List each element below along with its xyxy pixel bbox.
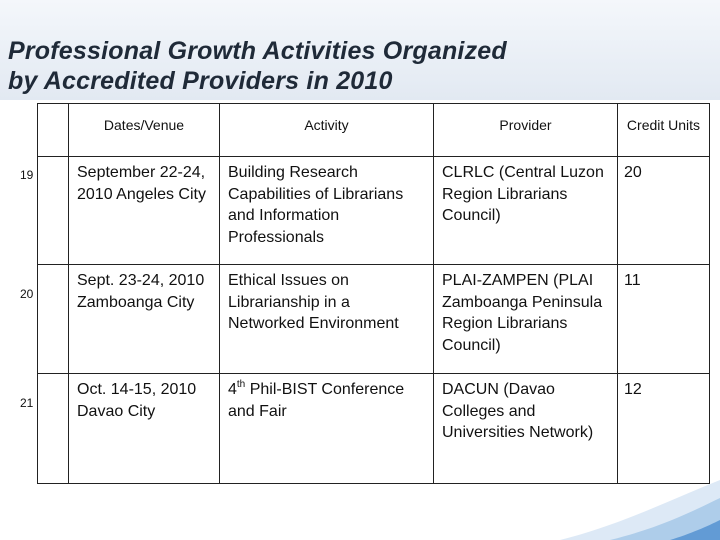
header-band (0, 0, 720, 100)
row-number-cell (37, 264, 69, 374)
row-number-cell (37, 156, 69, 265)
credit-units-cell: 20 (617, 156, 710, 265)
row-number-19: 19 (20, 168, 34, 182)
table-row: Sept. 23-24, 2010 Zamboanga City Ethical… (37, 264, 710, 374)
header-provider: Provider (433, 103, 618, 157)
activities-table: Dates/Venue Activity Provider Credit Uni… (37, 103, 710, 484)
dates-venue-cell: September 22-24, 2010 Angeles City (68, 156, 220, 265)
table-row: September 22-24, 2010 Angeles City Build… (37, 156, 710, 265)
credit-units-cell: 12 (617, 373, 710, 484)
activity-ordinal: 4 (228, 381, 237, 398)
credit-units-cell: 11 (617, 264, 710, 374)
provider-cell: PLAI-ZAMPEN (PLAI Zamboanga Peninsula Re… (433, 264, 618, 374)
table-row: Oct. 14-15, 2010 Davao City 4th Phil-BIS… (37, 373, 710, 484)
activity-ordinal-suffix: th (236, 379, 246, 390)
header-dates-venue: Dates/Venue (68, 103, 220, 157)
activity-cell: Ethical Issues on Librarianship in a Net… (219, 264, 434, 374)
header-activity: Activity (219, 103, 434, 157)
dates-venue-cell: Sept. 23-24, 2010 Zamboanga City (68, 264, 220, 374)
row-number-21: 21 (20, 396, 34, 410)
header-blank (37, 103, 69, 157)
table-header-row: Dates/Venue Activity Provider Credit Uni… (37, 103, 710, 157)
page-title-line-2: by Accredited Providers in 2010 (8, 67, 393, 95)
provider-cell: CLRLC (Central Luzon Region Librarians C… (433, 156, 618, 265)
header-credit-units: Credit Units (617, 103, 710, 157)
activity-cell: Building Research Capabilities of Librar… (219, 156, 434, 265)
decorative-swoosh (560, 480, 720, 540)
activity-cell: 4th Phil-BIST Conference and Fair (219, 373, 434, 484)
row-number-cell (37, 373, 69, 484)
provider-cell: DACUN (Davao Colleges and Universities N… (433, 373, 618, 484)
page-title-line-1: Professional Growth Activities Organized (8, 37, 507, 65)
activity-rest: Phil-BIST Conference and Fair (228, 381, 405, 420)
page-title: Professional Growth Activities Organized… (8, 36, 507, 96)
row-number-20: 20 (20, 287, 34, 301)
dates-venue-cell: Oct. 14-15, 2010 Davao City (68, 373, 220, 484)
